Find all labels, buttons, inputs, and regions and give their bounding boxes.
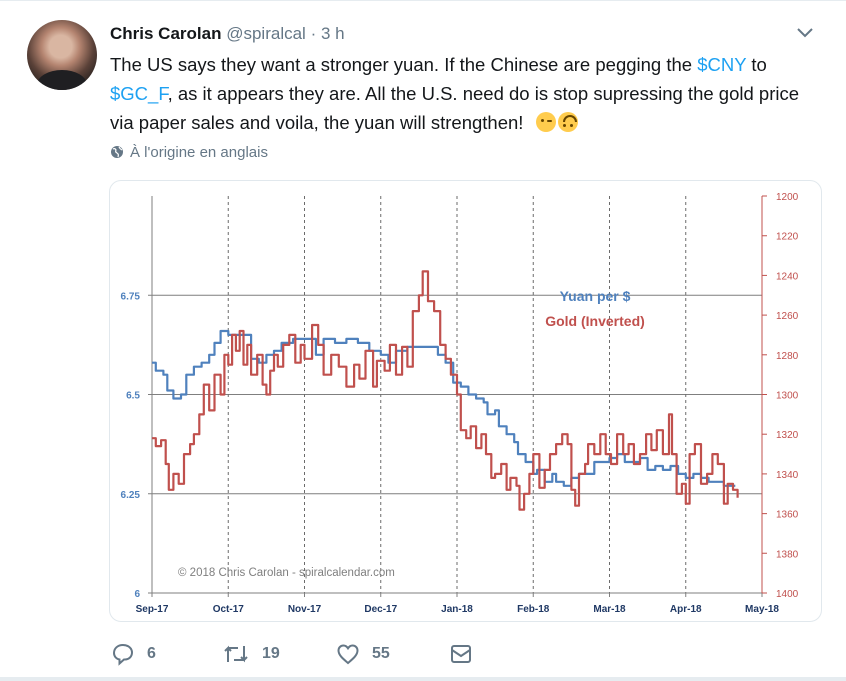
x-tick-label: Nov-17	[288, 604, 322, 615]
y-right-tick-label: 1260	[776, 311, 799, 322]
series-line-gold	[152, 270, 739, 511]
chart-image[interactable]: 6 6.25 6.5 6.75 Sep-17 Oct-17 Nov-17 Dec-17 Jan-…	[109, 180, 822, 622]
y-right-tick-label: 1400	[776, 589, 799, 600]
avatar-shirt	[37, 70, 87, 90]
chart-lines	[152, 270, 739, 511]
y-right-tick-label: 1320	[776, 430, 799, 441]
y-right-tick-label: 1380	[776, 549, 799, 560]
cashtag-cny[interactable]: $CNY	[697, 54, 747, 75]
like-count: 55	[372, 645, 390, 662]
tweet-text-part: The US says they want a stronger yuan. I…	[110, 54, 698, 75]
x-tick-label: Feb-18	[517, 604, 550, 615]
author-handle[interactable]: @spiralcal	[226, 24, 306, 43]
upside-down-face-emoji	[557, 112, 578, 132]
top-divider	[0, 0, 846, 1]
x-tick-label: Dec-17	[364, 604, 397, 615]
envelope-icon	[451, 645, 471, 663]
legend-yuan: Yuan per $	[560, 288, 631, 304]
tweet-text: The US says they want a stronger yuan. I…	[110, 50, 800, 137]
translate-label: À l'origine en anglais	[130, 144, 268, 161]
retweet-button[interactable]: 19	[222, 640, 280, 668]
tweet-time[interactable]: 3 h	[320, 24, 345, 43]
y-right-tick-label: 1300	[776, 391, 799, 402]
x-tick-label: Apr-18	[670, 604, 702, 615]
chart-axes	[148, 195, 767, 597]
wink-face-emoji	[535, 112, 556, 132]
globe-icon	[111, 146, 123, 158]
retweet-icon	[224, 645, 248, 663]
y-left-tick-label: 6.25	[121, 490, 141, 501]
x-tick-label: Oct-17	[213, 604, 245, 615]
chevron-down-icon[interactable]	[796, 26, 814, 40]
avatar[interactable]	[27, 20, 97, 90]
x-tick-label: Sep-17	[136, 604, 169, 615]
y-left-tick-label: 6.75	[121, 291, 141, 302]
y-right-tick-label: 1200	[776, 192, 799, 203]
x-tick-label: Mar-18	[593, 604, 626, 615]
chart-annotation: © 2018 Chris Carolan - spiralcalendar.co…	[178, 567, 395, 579]
author-name[interactable]: Chris Carolan	[110, 24, 222, 43]
y-right-tick-label: 1280	[776, 351, 799, 362]
tweet-text-part: to	[746, 54, 767, 75]
y-right-tick-label: 1340	[776, 470, 799, 481]
bottom-divider	[0, 677, 846, 681]
y-right-tick-label: 1220	[776, 232, 799, 243]
tweet-text-part: , as it appears they are. All the U.S. n…	[110, 83, 799, 133]
retweet-count: 19	[262, 645, 280, 662]
y-left-tick-label: 6	[134, 589, 140, 600]
tweet-header: Chris Carolan @spiralcal · 3 h	[110, 24, 345, 44]
separator-dot: ·	[310, 24, 317, 43]
cashtag-gcf[interactable]: $GC_F	[110, 83, 168, 104]
heart-icon	[337, 644, 359, 665]
y-left-tick-label: 6.5	[126, 391, 140, 402]
chart-labels: 6 6.25 6.5 6.75 Sep-17 Oct-17 Nov-17 Dec-17 Jan-…	[121, 192, 799, 615]
tweet-actions: 6 19 55	[0, 640, 846, 670]
x-tick-label: Jan-18	[441, 604, 473, 615]
reply-count: 6	[147, 645, 156, 662]
y-right-tick-label: 1360	[776, 510, 799, 521]
direct-message-button[interactable]	[449, 640, 485, 668]
legend-gold: Gold (Inverted)	[545, 313, 645, 329]
x-tick-label: May-18	[745, 604, 779, 615]
reply-button[interactable]: 6	[111, 640, 156, 668]
y-right-tick-label: 1240	[776, 271, 799, 282]
series-line-yuan	[152, 329, 736, 487]
chart-svg: 6 6.25 6.5 6.75 Sep-17 Oct-17 Nov-17 Dec-17 Jan-…	[121, 192, 799, 615]
reply-icon	[112, 643, 134, 666]
translation-note[interactable]: À l'origine en anglais	[110, 144, 268, 161]
like-button[interactable]: 55	[336, 640, 390, 668]
